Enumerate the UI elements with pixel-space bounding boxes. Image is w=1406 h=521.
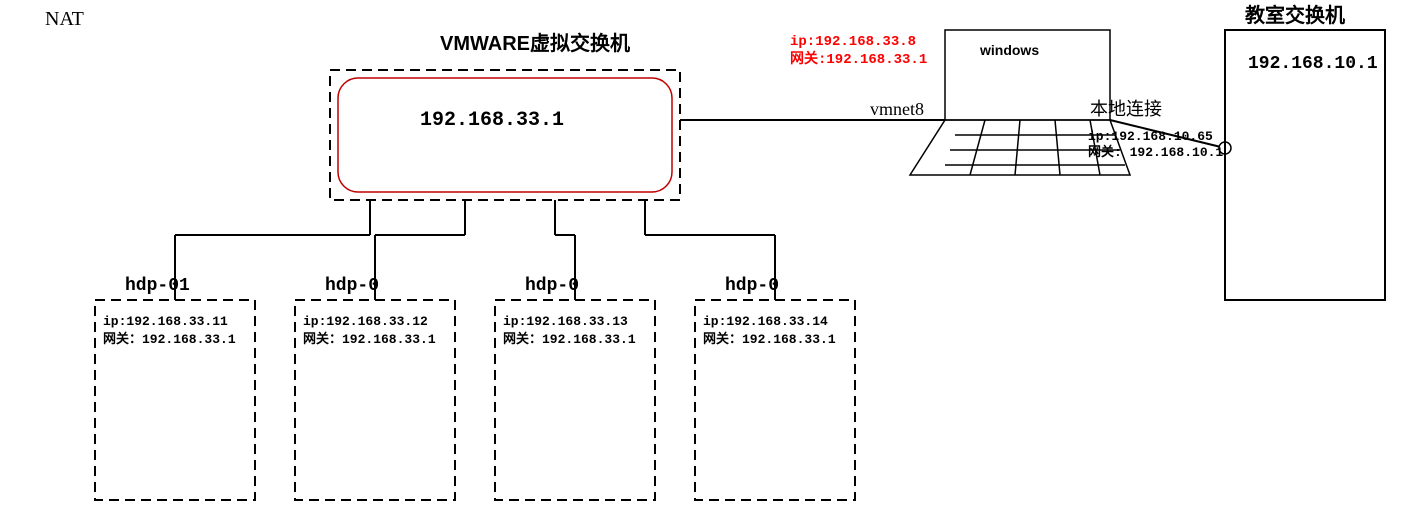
hdp-node-gateway: 网关：192.168.33.1 — [503, 331, 636, 347]
hdp-node-name: hdp-01 — [125, 276, 190, 296]
win-ip-line2: 网关:192.168.33.1 — [790, 50, 927, 68]
win-ip-line1: ip:192.168.33.8 — [790, 34, 916, 50]
hdp-node-box — [295, 300, 455, 500]
hdp-node-box — [695, 300, 855, 500]
vmware-inner-box — [338, 78, 672, 192]
classroom-ip: 192.168.10.1 — [1248, 54, 1378, 74]
local-conn-label: 本地连接 — [1090, 99, 1162, 119]
hdp-node-name: hdp-0 — [725, 276, 779, 296]
nat-label: NAT — [45, 8, 84, 30]
hdp-node-gateway: 网关：192.168.33.1 — [703, 331, 836, 347]
hdp-node-name: hdp-0 — [525, 276, 579, 296]
vmware-ip: 192.168.33.1 — [420, 109, 564, 132]
hdp-node-gateway: 网关：192.168.33.1 — [103, 331, 236, 347]
local-ip-line2: 网关: 192.168.10.1 — [1088, 144, 1223, 160]
hdp-node-name: hdp-0 — [325, 276, 379, 296]
hdp-node-ip: ip:192.168.33.14 — [703, 314, 828, 329]
local-ip-line1: ip:192.168.10.65 — [1088, 129, 1213, 144]
hdp-node-box — [95, 300, 255, 500]
vmnet8-label: vmnet8 — [870, 99, 924, 119]
hdp-node-ip: ip:192.168.33.12 — [303, 314, 428, 329]
windows-label: windows — [979, 42, 1039, 58]
hdp-node-ip: ip:192.168.33.13 — [503, 314, 628, 329]
vmware-to-hdp-links — [175, 200, 775, 300]
network-diagram: NAT VMWARE虚拟交换机 192.168.33.1 vmnet8 wind — [0, 0, 1406, 521]
hdp-node-box — [495, 300, 655, 500]
classroom-title: 教室交换机 — [1245, 3, 1345, 27]
hdp-nodes-group: hdp-01 ip:192.168.33.11 网关：192.168.33.1 hdp… — [95, 276, 855, 500]
vmware-dashed-box — [330, 70, 680, 200]
vmware-title: VMWARE虚拟交换机 — [440, 31, 630, 55]
hdp-node-gateway: 网关：192.168.33.1 — [303, 331, 436, 347]
hdp-node-ip: ip:192.168.33.11 — [103, 314, 228, 329]
